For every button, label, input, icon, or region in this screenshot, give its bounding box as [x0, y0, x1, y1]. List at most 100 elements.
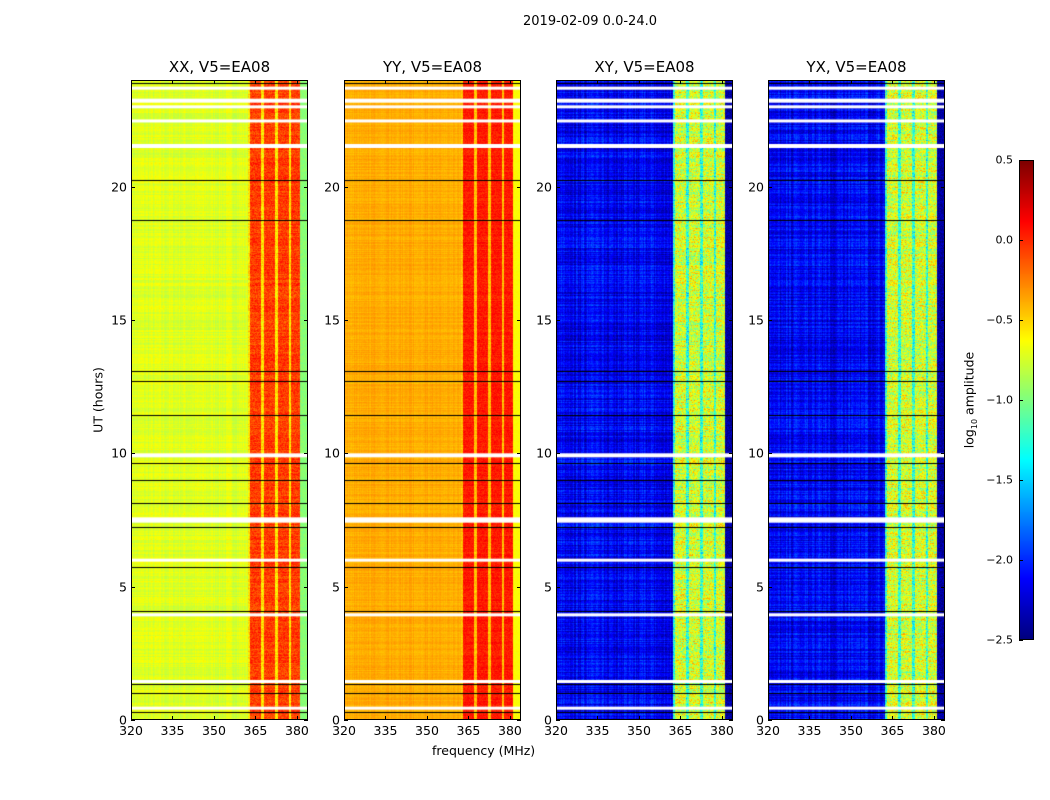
x-tick-label: 320 [756, 723, 780, 738]
x-tick-label: 380 [285, 723, 309, 738]
y-tick [556, 720, 560, 721]
y-axis-label: UT (hours) [90, 367, 106, 433]
x-tick [768, 80, 769, 84]
y-tick [941, 186, 945, 188]
colorbar-tick [1019, 480, 1023, 481]
y-tick [941, 720, 945, 721]
x-tick-label: 380 [498, 723, 522, 738]
colorbar-tick-label: −1.5 [986, 473, 1013, 487]
y-tick-label: 5 [332, 579, 340, 595]
x-tick [131, 716, 132, 720]
x-tick-label: 335 [160, 723, 185, 738]
colorbar-tick [1019, 400, 1023, 401]
y-tick [344, 186, 348, 188]
x-tick [850, 716, 852, 720]
x-tick-label: 320 [544, 723, 568, 738]
y-tick [729, 320, 733, 321]
y-tick-label: 10 [748, 445, 764, 461]
panel-yy: YY, V5=EA08 320 335 350 365 380 0 5 10 15 20 [324, 58, 522, 738]
colorbar-tick [1019, 240, 1023, 241]
colorbar-label-main: log [961, 429, 977, 449]
heatmap-xx [131, 80, 308, 720]
x-tick [721, 80, 723, 84]
y-tick [131, 186, 135, 188]
x-tick-label: 350 [839, 723, 863, 738]
x-tick-label: 380 [922, 723, 946, 738]
y-tick [304, 586, 308, 588]
x-tick [385, 80, 387, 84]
y-tick-label: 10 [111, 445, 127, 461]
x-tick [172, 80, 174, 84]
y-tick [517, 186, 521, 188]
heatmap-yy [344, 80, 521, 720]
colorbar-tick-label: −2.0 [986, 553, 1013, 567]
x-tick [509, 716, 511, 720]
y-tick [304, 453, 308, 455]
y-tick [131, 586, 135, 588]
x-tick-label: 350 [202, 723, 226, 738]
panel-title: YY, V5=EA08 [382, 58, 483, 76]
colorbar-tick [1019, 560, 1023, 561]
colorbar-gradient [1020, 161, 1033, 639]
y-tick [344, 586, 348, 588]
x-tick [809, 80, 811, 84]
x-tick-label: 365 [668, 723, 693, 738]
figure-title: 2019-02-09 0.0-24.0 [523, 14, 657, 29]
y-tick-label: 20 [324, 179, 340, 195]
y-tick [941, 320, 945, 321]
x-tick-label: 320 [332, 723, 356, 738]
x-tick [850, 80, 852, 84]
y-tick [344, 320, 348, 321]
x-tick [556, 716, 557, 720]
y-tick-label: 20 [748, 179, 764, 195]
panel-title: XX, V5=EA08 [168, 58, 271, 76]
x-tick [680, 80, 682, 84]
y-tick-label: 0 [332, 712, 340, 728]
y-tick [729, 453, 733, 455]
x-tick [213, 716, 215, 720]
y-tick [768, 586, 772, 588]
x-tick-label: 380 [710, 723, 734, 738]
y-tick [729, 720, 733, 721]
y-tick [304, 320, 308, 321]
x-tick [556, 80, 557, 84]
x-tick [255, 716, 257, 720]
panel-title: YX, V5=EA08 [806, 58, 907, 76]
y-tick-label: 5 [544, 579, 552, 595]
heatmap-xy [556, 80, 733, 720]
x-tick [426, 80, 428, 84]
panel-xx: XX, V5=EA08 320 335 350 365 380 0 5 10 15 20 [111, 58, 309, 738]
x-tick [426, 716, 428, 720]
x-tick [255, 80, 257, 84]
x-tick [385, 716, 387, 720]
x-tick-label: 320 [119, 723, 143, 738]
x-tick [680, 716, 682, 720]
y-tick [768, 186, 772, 188]
y-tick-label: 15 [324, 312, 340, 328]
y-tick-label: 20 [536, 179, 552, 195]
x-tick-label: 350 [415, 723, 439, 738]
y-tick [729, 186, 733, 188]
y-tick [517, 320, 521, 321]
colorbar-tick-label: −0.5 [986, 313, 1013, 327]
y-tick [344, 720, 348, 721]
colorbar-label-rest: amplitude [961, 351, 977, 419]
y-tick-label: 0 [756, 712, 764, 728]
x-tick [213, 80, 215, 84]
colorbar-tick-label: −2.5 [986, 633, 1013, 647]
colorbar-tick [1019, 640, 1023, 641]
colorbar-tick-label: 0.0 [995, 233, 1014, 247]
y-tick-label: 10 [324, 445, 340, 461]
y-tick-label: 0 [544, 712, 552, 728]
y-tick [517, 720, 521, 721]
y-tick-label: 10 [536, 445, 552, 461]
y-tick [304, 720, 308, 721]
colorbar-tick-label: −1.0 [986, 393, 1013, 407]
x-tick-label: 350 [627, 723, 651, 738]
y-tick [941, 586, 945, 588]
y-tick [556, 453, 560, 455]
y-tick [768, 453, 772, 455]
x-tick [468, 80, 470, 84]
x-tick-label: 335 [585, 723, 610, 738]
x-tick [296, 80, 298, 84]
